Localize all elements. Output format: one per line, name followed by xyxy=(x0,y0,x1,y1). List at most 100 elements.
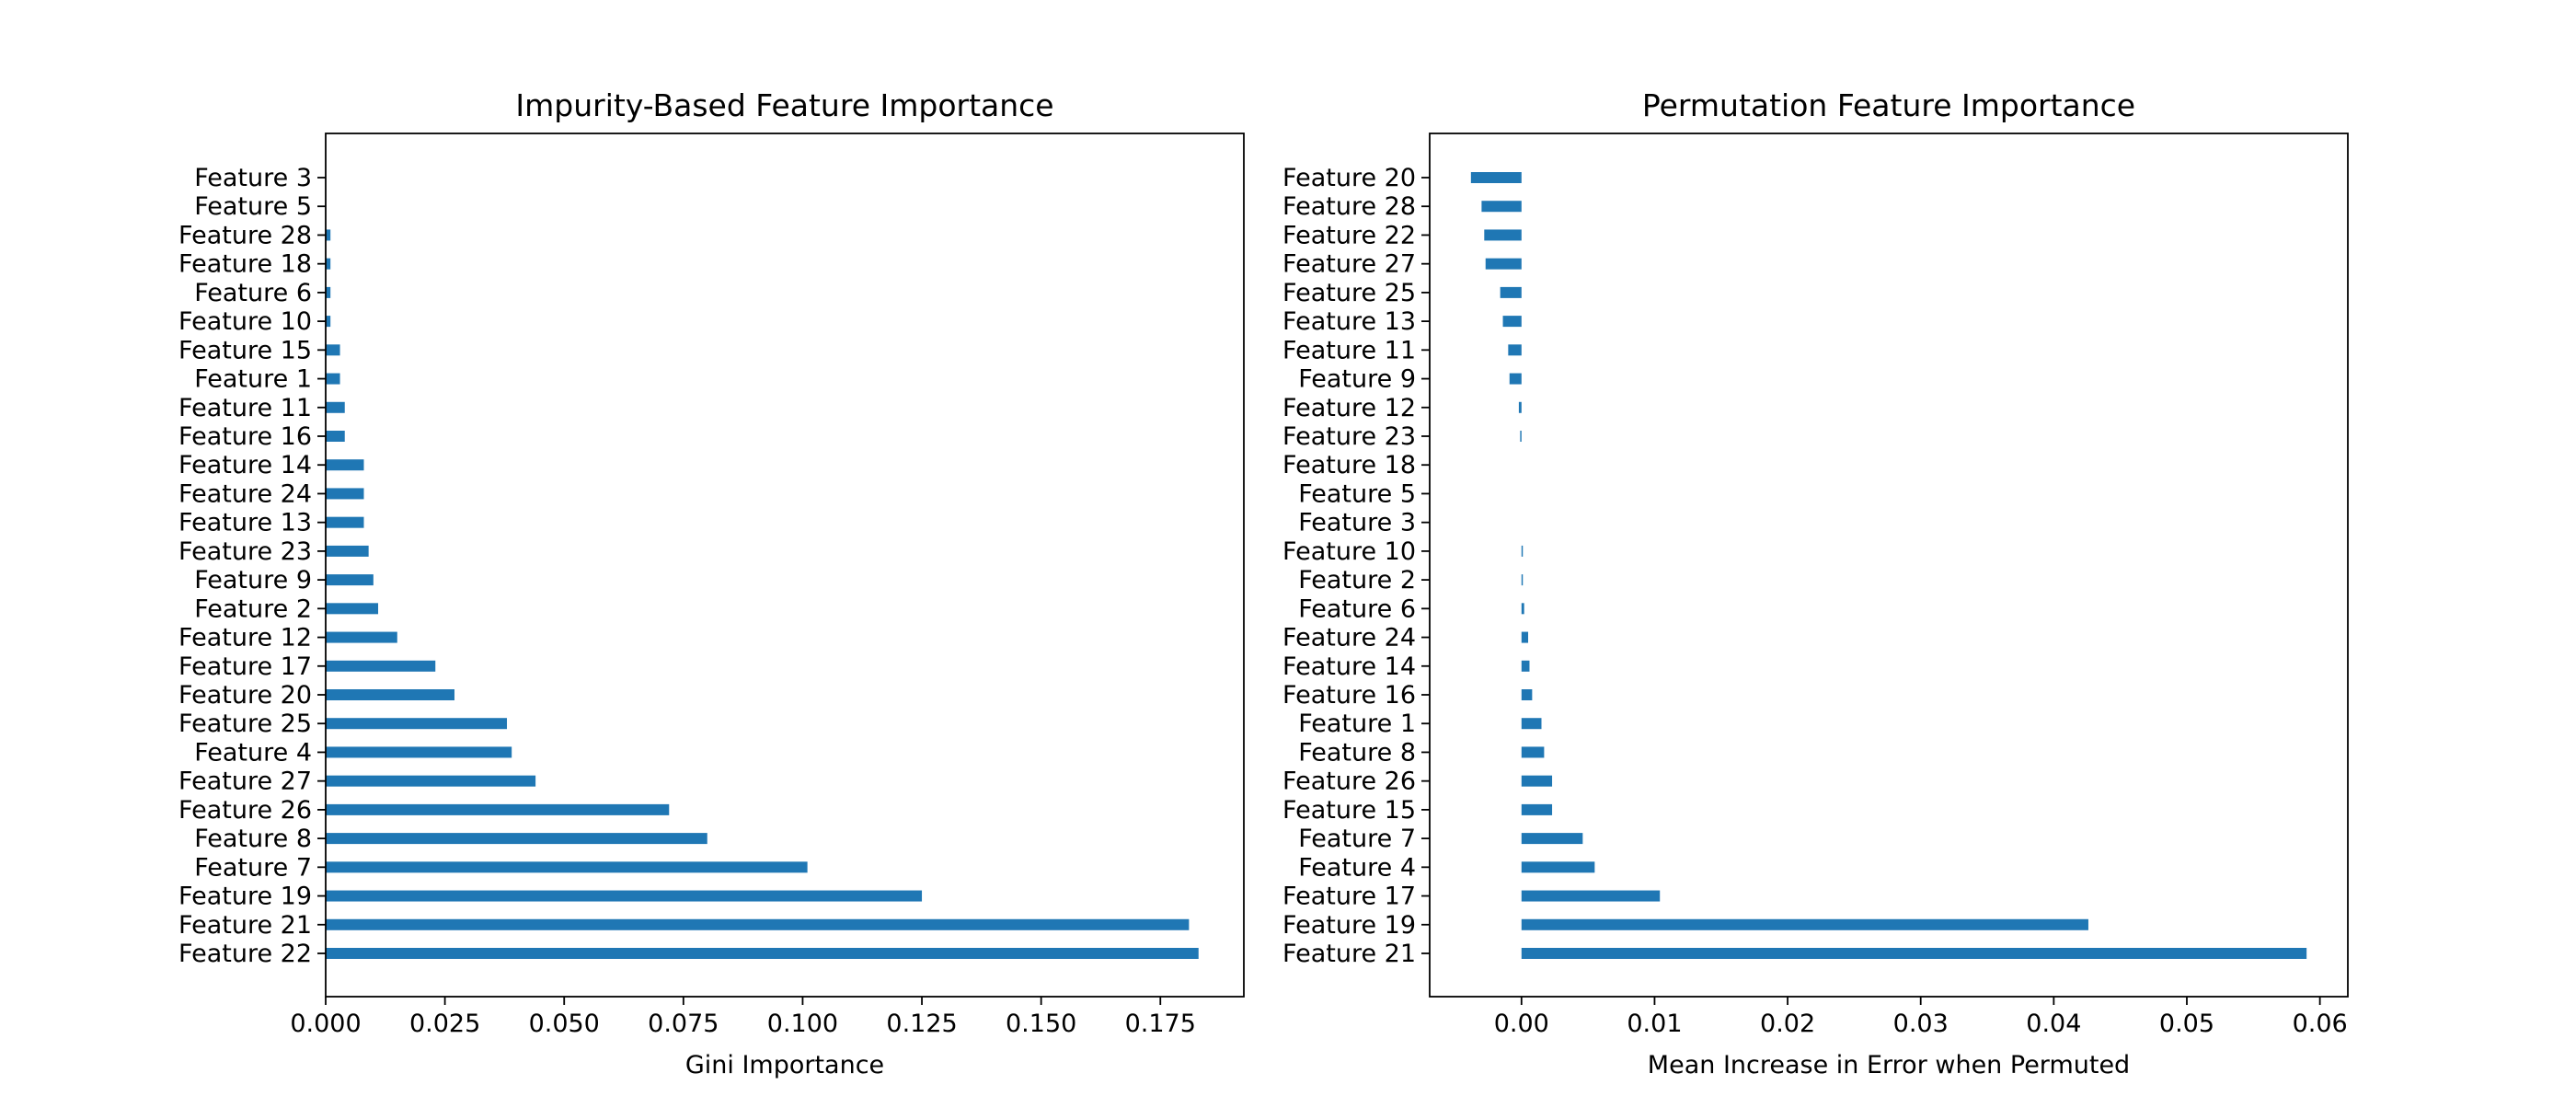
x-tick-label: 0.050 xyxy=(529,1010,600,1038)
y-tick-label: Feature 18 xyxy=(1282,451,1416,479)
y-tick-label: Feature 4 xyxy=(1298,853,1416,882)
y-tick-label: Feature 24 xyxy=(1282,624,1416,652)
y-tick-label: Feature 23 xyxy=(178,537,312,566)
bar xyxy=(326,718,508,730)
x-tick-label: 0.125 xyxy=(886,1010,957,1038)
bar xyxy=(1521,775,1553,787)
bar xyxy=(326,631,397,643)
bar xyxy=(1521,746,1545,758)
bar xyxy=(1521,803,1553,815)
bar xyxy=(326,918,1190,930)
y-tick-label: Feature 8 xyxy=(194,825,312,853)
y-tick-label: Feature 12 xyxy=(178,624,312,652)
bars-group xyxy=(326,229,1199,959)
y-tick-label: Feature 13 xyxy=(178,509,312,537)
bar xyxy=(326,660,436,672)
y-tick-label: Feature 17 xyxy=(178,652,312,681)
y-tick-label: Feature 11 xyxy=(1282,336,1416,364)
y-tick-label: Feature 24 xyxy=(178,479,312,508)
bars-group xyxy=(1470,172,2307,959)
y-tick-label: Feature 23 xyxy=(1282,422,1416,451)
bar xyxy=(1508,344,1522,356)
y-tick-label: Feature 7 xyxy=(1298,825,1416,853)
x-tick-label: 0.00 xyxy=(1494,1010,1549,1038)
x-tick-label: 0.02 xyxy=(1760,1010,1815,1038)
axes-frame xyxy=(1429,133,2349,998)
x-axis-label: Mean Increase in Error when Permuted xyxy=(1648,1051,2130,1079)
y-tick-label: Feature 5 xyxy=(194,192,312,221)
x-tick-label: 0.06 xyxy=(2293,1010,2348,1038)
bar xyxy=(1509,373,1522,385)
y-tick-label: Feature 6 xyxy=(1298,594,1416,623)
bar xyxy=(1521,861,1595,873)
y-tick-label: Feature 2 xyxy=(1298,566,1416,594)
bar xyxy=(326,803,670,815)
x-tick-label: 0.025 xyxy=(409,1010,480,1038)
bar xyxy=(326,948,1199,959)
bar xyxy=(326,229,331,241)
bar xyxy=(326,574,374,586)
x-tick-label: 0.075 xyxy=(648,1010,719,1038)
x-tick-label: 0.000 xyxy=(290,1010,361,1038)
y-tick-label: Feature 17 xyxy=(1282,883,1416,911)
bar xyxy=(326,286,331,298)
y-tick-label: Feature 2 xyxy=(194,594,312,623)
permutation-importance-panel: Permutation Feature Importance Mean Incr… xyxy=(1282,87,2349,1079)
y-tick-label: Feature 13 xyxy=(1282,307,1416,336)
x-tick-label: 0.01 xyxy=(1627,1010,1682,1038)
y-tick-label: Feature 15 xyxy=(178,336,312,364)
y-tick-label: Feature 20 xyxy=(1282,164,1416,192)
bar xyxy=(326,689,454,700)
bar xyxy=(1521,918,2088,930)
y-tick-label: Feature 14 xyxy=(1282,652,1416,681)
bar xyxy=(1521,631,1529,643)
y-tick-label: Feature 16 xyxy=(1282,681,1416,710)
y-tick-label: Feature 26 xyxy=(178,796,312,825)
y-tick-label: Feature 11 xyxy=(178,394,312,422)
bar xyxy=(326,431,345,442)
bar xyxy=(326,746,512,758)
x-tick-label: 0.100 xyxy=(767,1010,838,1038)
bar xyxy=(1500,286,1522,298)
y-tick-label: Feature 28 xyxy=(178,221,312,249)
bar xyxy=(326,516,364,528)
x-tick-label: 0.03 xyxy=(1893,1010,1949,1038)
y-tick-label: Feature 3 xyxy=(194,164,312,192)
y-tick-label: Feature 12 xyxy=(1282,394,1416,422)
bar xyxy=(326,401,345,413)
y-tick-label: Feature 10 xyxy=(1282,537,1416,566)
y-tick-label: Feature 14 xyxy=(178,451,312,479)
y-tick-label: Feature 16 xyxy=(178,422,312,451)
bar xyxy=(1521,574,1524,586)
y-tick-label: Feature 22 xyxy=(1282,221,1416,249)
bar xyxy=(1521,948,2307,959)
x-axis-label: Gini Importance xyxy=(685,1051,884,1079)
y-tick-label: Feature 27 xyxy=(1282,250,1416,279)
x-tick-label: 0.05 xyxy=(2159,1010,2214,1038)
bar xyxy=(1521,890,1661,902)
bar xyxy=(1502,316,1522,328)
bar xyxy=(1521,603,1524,615)
bar xyxy=(1518,401,1522,413)
chart-title: Permutation Feature Importance xyxy=(1642,87,2135,123)
bar xyxy=(326,775,536,787)
y-tick-label: Feature 4 xyxy=(194,738,312,767)
bar xyxy=(1521,545,1524,557)
bar xyxy=(1521,689,1533,700)
y-tick-label: Feature 6 xyxy=(194,279,312,307)
bar xyxy=(1520,431,1522,442)
y-tick-label: Feature 18 xyxy=(178,250,312,279)
y-tick-label: Feature 7 xyxy=(194,853,312,882)
y-tick-label: Feature 21 xyxy=(178,911,312,940)
bar xyxy=(326,373,340,385)
bar xyxy=(1485,258,1522,270)
bar xyxy=(326,488,364,500)
bar xyxy=(326,316,331,328)
y-tick-label: Feature 22 xyxy=(178,940,312,968)
y-tick-label: Feature 26 xyxy=(1282,768,1416,796)
x-tick-label: 0.175 xyxy=(1125,1010,1196,1038)
y-tick-label: Feature 19 xyxy=(1282,911,1416,940)
